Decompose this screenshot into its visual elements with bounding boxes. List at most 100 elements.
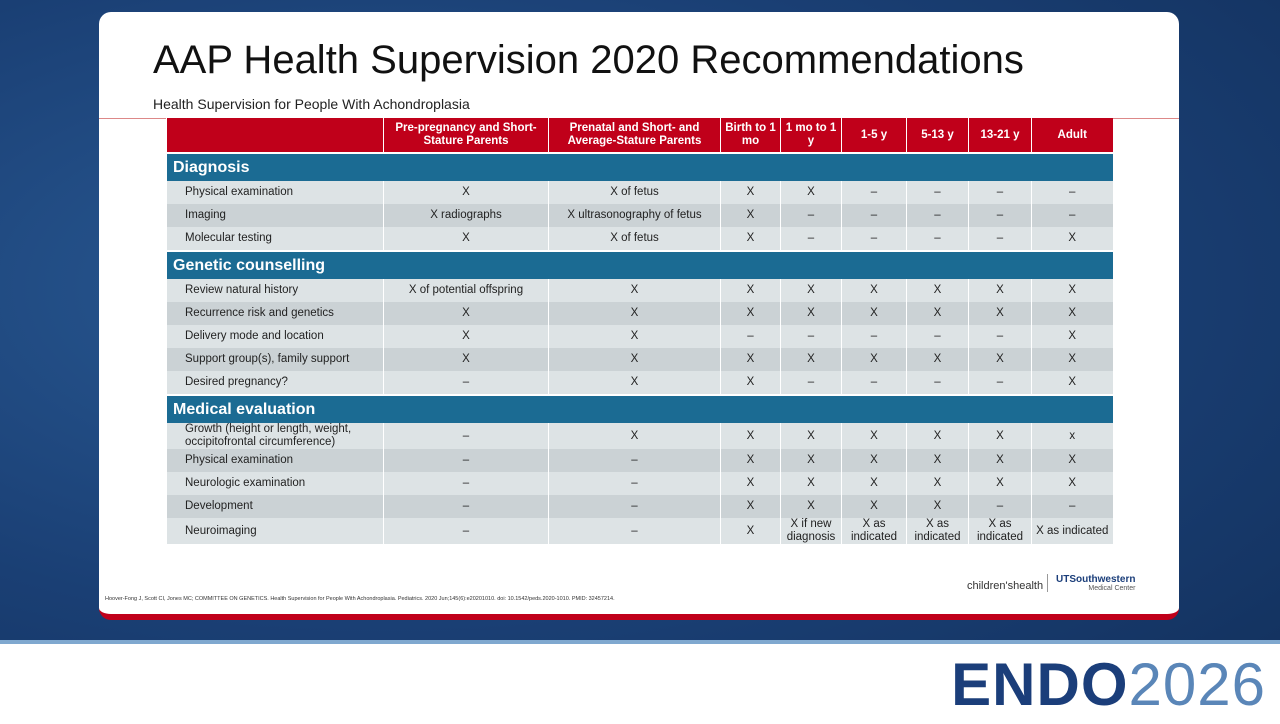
table-cell: – xyxy=(383,371,549,395)
table-cell: – xyxy=(383,518,549,544)
table-cell: X if new diagnosis xyxy=(780,518,842,544)
slide-card: AAP Health Supervision 2020 Recommendati… xyxy=(99,12,1179,620)
table-cell: X radiographs xyxy=(383,204,549,227)
table-cell: X xyxy=(841,472,907,495)
table-cell: X xyxy=(548,302,721,325)
slide-subtitle: Health Supervision for People With Achon… xyxy=(153,96,470,112)
utsw-logo: UTSouthwestern Medical Center xyxy=(1047,574,1135,592)
table-cell: X of potential offspring xyxy=(383,279,549,302)
table-cell: X of fetus xyxy=(548,181,721,204)
table-cell: X xyxy=(906,495,969,518)
table-row: Recurrence risk and genetics X X X X X X X X xyxy=(166,302,1113,325)
brand: ENDO2026 xyxy=(951,650,1266,719)
utsw-sub: Medical Center xyxy=(1088,585,1136,592)
table-cell: X xyxy=(383,348,549,371)
table-cell: X xyxy=(1031,472,1113,495)
table-cell: X xyxy=(548,423,721,449)
header-cell: Pre-pregnancy and Short-Stature Parents xyxy=(383,118,549,153)
table-body: Diagnosis Physical examination X X of fetus… xyxy=(166,152,1113,544)
table-cell: – xyxy=(720,325,781,348)
section-title: Medical evaluation xyxy=(166,394,1113,423)
table-cell: X xyxy=(968,348,1032,371)
table-cell: X xyxy=(1031,302,1113,325)
table-cell: – xyxy=(548,518,721,544)
table-cell: X xyxy=(383,181,549,204)
row-label: Support group(s), family support xyxy=(166,348,384,371)
table-cell: X xyxy=(720,348,781,371)
header-cell: Prenatal and Short- and Average-Stature … xyxy=(548,118,721,153)
row-label: Physical examination xyxy=(166,181,384,204)
header-cell: 13-21 y xyxy=(968,118,1032,153)
table-row: Growth (height or length, weight, occipi… xyxy=(166,423,1113,449)
table-row: Physical examination – – X X X X X X xyxy=(166,449,1113,472)
header-cell: 1 mo to 1 y xyxy=(780,118,842,153)
utsw-name: UTSouthwestern xyxy=(1056,574,1136,585)
table-cell: X xyxy=(1031,227,1113,251)
table-cell: X xyxy=(548,279,721,302)
footer-band xyxy=(0,640,1280,724)
table-cell: – xyxy=(1031,181,1113,204)
table-cell: – xyxy=(906,227,969,251)
table-cell: x xyxy=(1031,423,1113,449)
table-cell: X as indicated xyxy=(841,518,907,544)
table-cell: – xyxy=(968,495,1032,518)
table-cell: – xyxy=(841,325,907,348)
table-cell: X xyxy=(906,472,969,495)
table-cell: – xyxy=(780,204,842,227)
table-cell: X xyxy=(968,302,1032,325)
section-row: Genetic counselling xyxy=(166,250,1113,279)
table-cell: – xyxy=(906,204,969,227)
table-row: Molecular testing X X of fetus X – – – – X xyxy=(166,227,1113,251)
brand-name: ENDO xyxy=(951,651,1129,718)
table-cell: X xyxy=(720,302,781,325)
table-cell: – xyxy=(968,204,1032,227)
table-cell: – xyxy=(548,449,721,472)
table-cell: X xyxy=(780,472,842,495)
table-cell: X xyxy=(720,181,781,204)
slide-title: AAP Health Supervision 2020 Recommendati… xyxy=(153,38,1024,82)
table-cell: – xyxy=(1031,495,1113,518)
table-cell: X xyxy=(720,423,781,449)
table-cell: X xyxy=(841,495,907,518)
row-label: Neuroimaging xyxy=(166,518,384,544)
table-cell: X as indicated xyxy=(968,518,1032,544)
table-cell: – xyxy=(780,227,842,251)
table-cell: X xyxy=(841,449,907,472)
table-cell: X xyxy=(780,495,842,518)
table-cell: – xyxy=(841,204,907,227)
table-cell: X xyxy=(841,279,907,302)
table-cell: X xyxy=(1031,371,1113,395)
table-cell: X xyxy=(548,325,721,348)
table-cell: X xyxy=(720,227,781,251)
table-cell: X xyxy=(841,302,907,325)
childrens-logo: children'shealth xyxy=(967,580,1044,592)
table-cell: X xyxy=(906,279,969,302)
table-cell: X xyxy=(383,325,549,348)
header-cell: 5-13 y xyxy=(906,118,969,153)
table-cell: – xyxy=(906,371,969,395)
table-cell: X xyxy=(548,348,721,371)
table-cell: – xyxy=(906,181,969,204)
table-row: Review natural history X of potential off… xyxy=(166,279,1113,302)
table-cell: – xyxy=(906,325,969,348)
table-cell: – xyxy=(841,371,907,395)
table-cell: – xyxy=(548,472,721,495)
table-cell: X xyxy=(1031,279,1113,302)
recommendations-table: Pre-pregnancy and Short-Stature Parents P… xyxy=(166,118,1113,544)
table-cell: X xyxy=(841,423,907,449)
table-cell: – xyxy=(1031,204,1113,227)
table-cell: X xyxy=(906,423,969,449)
table-row: Support group(s), family support X X X X X X X X xyxy=(166,348,1113,371)
header-row: Pre-pregnancy and Short-Stature Parents P… xyxy=(166,118,1113,153)
table-cell: – xyxy=(841,181,907,204)
table-cell: X ultrasonography of fetus xyxy=(548,204,721,227)
header-cell xyxy=(166,118,384,153)
table-cell: X xyxy=(968,279,1032,302)
table-cell: X xyxy=(780,348,842,371)
table-row: Physical examination X X of fetus X X – – – – xyxy=(166,181,1113,204)
table-cell: – xyxy=(780,325,842,348)
table-row: Delivery mode and location X X – – – – – X xyxy=(166,325,1113,348)
table-cell: – xyxy=(383,423,549,449)
row-label: Molecular testing xyxy=(166,227,384,251)
